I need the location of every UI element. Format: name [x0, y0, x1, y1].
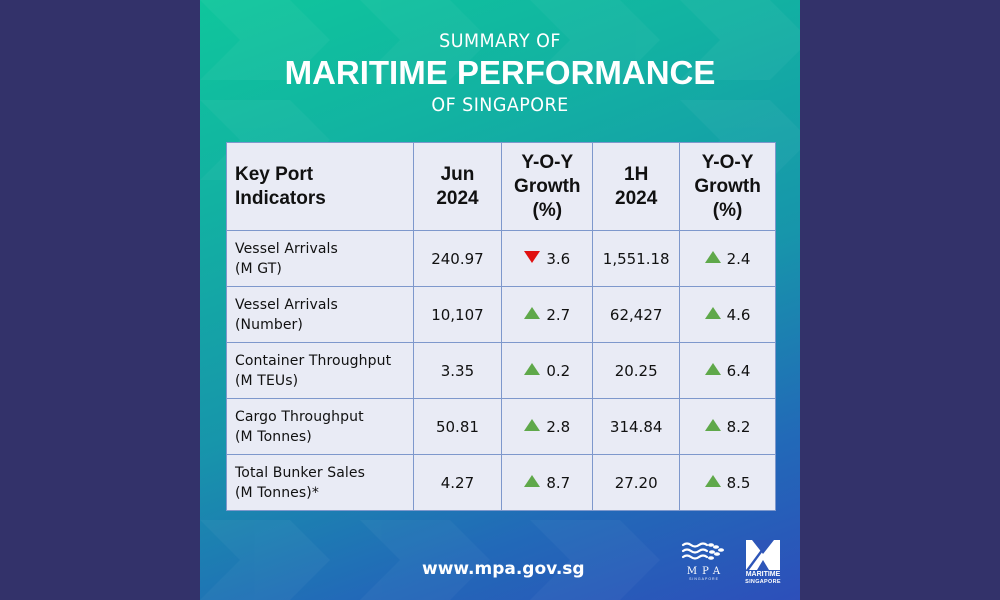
indicator-unit: (M TEUs): [235, 372, 299, 389]
header-jun-yoy-growth: Y-O-Y Growth (%): [501, 142, 594, 231]
header-text: 1H: [624, 163, 649, 185]
table-header-row: Key Port Indicators Jun 2024 Y-O-Y Growt…: [226, 142, 776, 231]
triangle-up-icon: [704, 362, 721, 375]
jun-2024-value: 240.97: [412, 230, 503, 287]
jun-yoy-growth-cell: 3.6: [501, 230, 594, 287]
header-text: Growth: [514, 175, 581, 197]
triangle-down-icon: [524, 250, 541, 263]
triangle-up-icon: [704, 418, 721, 431]
indicator-cell: Vessel Arrivals (Number): [226, 286, 414, 343]
growth-value: 8.7: [546, 473, 571, 492]
growth-value: 4.6: [726, 305, 751, 324]
indicator-name: Vessel Arrivals: [235, 296, 338, 313]
indicator-unit: (M Tonnes): [235, 428, 312, 445]
growth-value: 2.7: [546, 305, 571, 324]
jun-yoy-growth-cell: 0.2: [501, 342, 594, 399]
h1-yoy-growth-cell: 4.6: [679, 286, 776, 343]
table-row: Vessel Arrivals (Number) 10,107 2.7 62,427 4.…: [226, 286, 776, 343]
header-text: Y-O-Y: [521, 151, 574, 173]
header-text: 2024: [615, 187, 658, 209]
header-text: (%): [532, 199, 563, 221]
h1-2024-value: 62,427: [592, 286, 681, 343]
jun-yoy-growth-cell: 2.7: [501, 286, 594, 343]
header-key-port-indicators: Key Port Indicators: [226, 142, 414, 231]
mpa-logo-text: MPA: [686, 566, 726, 577]
triangle-up-icon: [524, 306, 541, 319]
mpa-logo-subtext: SINGAPORE: [689, 577, 719, 581]
maritime-singapore-m-icon: [746, 540, 780, 570]
indicator-name: Total Bunker Sales: [235, 464, 365, 481]
header-1h-yoy-growth: Y-O-Y Growth (%): [679, 142, 776, 231]
h1-2024-value: 314.84: [592, 398, 681, 455]
header-text: Jun: [440, 163, 475, 185]
header-text: Key Port: [235, 163, 314, 185]
jun-2024-value: 4.27: [412, 454, 503, 511]
triangle-up-icon: [704, 250, 721, 263]
indicator-cell: Container Throughput (M TEUs): [226, 342, 414, 399]
mpa-waves-icon: [681, 542, 724, 560]
website-url[interactable]: www.mpa.gov.sg: [422, 559, 585, 579]
indicator-unit: (M GT): [235, 260, 282, 277]
header-text: Growth: [694, 175, 761, 197]
h1-yoy-growth-cell: 8.5: [679, 454, 776, 511]
indicator-name: Cargo Throughput: [235, 408, 364, 425]
maritime-logo-line2: SINGAPORE: [745, 579, 781, 585]
triangle-up-icon: [524, 362, 541, 375]
growth-value: 6.4: [726, 361, 751, 380]
header-text: Indicators: [235, 187, 326, 209]
jun-2024-value: 10,107: [412, 286, 503, 343]
triangle-up-icon: [704, 306, 721, 319]
indicator-name: Vessel Arrivals: [235, 240, 338, 257]
indicator-name: Container Throughput: [235, 352, 392, 369]
indicator-cell: Vessel Arrivals (M GT): [226, 230, 414, 287]
triangle-up-icon: [524, 474, 541, 487]
mpa-logo: MPA SINGAPORE: [679, 540, 729, 590]
indicator-cell: Total Bunker Sales (M Tonnes)*: [226, 454, 414, 511]
jun-yoy-growth-cell: 8.7: [501, 454, 594, 511]
indicator-unit: (M Tonnes)*: [235, 484, 319, 501]
header-text: Y-O-Y: [701, 151, 754, 173]
jun-2024-value: 3.35: [412, 342, 503, 399]
maritime-logo-line1: MARITIME: [745, 571, 781, 578]
jun-yoy-growth-cell: 2.8: [501, 398, 594, 455]
table-row: Cargo Throughput (M Tonnes) 50.81 2.8 314.84…: [226, 398, 776, 455]
table-row: Container Throughput (M TEUs) 3.35 0.2 20.25…: [226, 342, 776, 399]
growth-value: 0.2: [546, 361, 571, 380]
poster-title: SUMMARY OF MARITIME PERFORMANCE OF SINGA…: [200, 26, 800, 120]
growth-value: 2.4: [726, 249, 751, 268]
header-1h-2024: 1H 2024: [592, 142, 681, 231]
table-row: Vessel Arrivals (M GT) 240.97 3.6 1,551.18 2.…: [226, 230, 776, 287]
growth-value: 8.5: [726, 473, 751, 492]
indicator-cell: Cargo Throughput (M Tonnes): [226, 398, 414, 455]
title-line-summary: SUMMARY OF: [439, 30, 561, 52]
key-port-indicators-table: Key Port Indicators Jun 2024 Y-O-Y Growt…: [226, 142, 776, 511]
title-line-maritime-performance: MARITIME PERFORMANCE: [284, 54, 716, 91]
triangle-up-icon: [704, 474, 721, 487]
h1-2024-value: 1,551.18: [592, 230, 681, 287]
header-text: 2024: [436, 187, 479, 209]
jun-2024-value: 50.81: [412, 398, 503, 455]
indicator-unit: (Number): [235, 316, 303, 333]
h1-yoy-growth-cell: 8.2: [679, 398, 776, 455]
title-line-singapore: OF SINGAPORE: [431, 94, 569, 116]
maritime-performance-poster: SUMMARY OF MARITIME PERFORMANCE OF SINGA…: [200, 0, 800, 600]
table-row: Total Bunker Sales (M Tonnes)* 4.27 8.7 27.2…: [226, 454, 776, 511]
growth-value: 2.8: [546, 417, 571, 436]
growth-value: 8.2: [726, 417, 751, 436]
maritime-singapore-logo: MARITIME SINGAPORE: [738, 540, 788, 592]
header-jun-2024: Jun 2024: [412, 142, 503, 231]
h1-2024-value: 27.20: [592, 454, 681, 511]
header-text: (%): [712, 199, 743, 221]
h1-yoy-growth-cell: 6.4: [679, 342, 776, 399]
h1-2024-value: 20.25: [592, 342, 681, 399]
growth-value: 3.6: [546, 249, 571, 268]
triangle-up-icon: [524, 418, 541, 431]
h1-yoy-growth-cell: 2.4: [679, 230, 776, 287]
